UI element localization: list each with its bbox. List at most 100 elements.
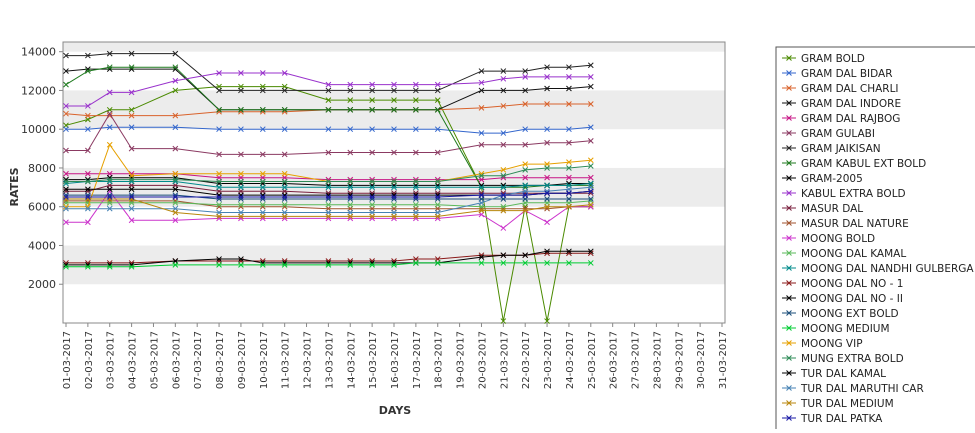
data-point	[216, 194, 222, 200]
data-point	[413, 97, 419, 103]
data-point	[85, 126, 91, 133]
x-axis: 01-03-2017 02-03-2017 03-03-2017 04-03-2017…	[62, 323, 729, 389]
y-tick-label: 12000	[21, 84, 56, 97]
data-point	[500, 318, 507, 324]
data-point	[238, 70, 244, 76]
data-point	[281, 201, 288, 208]
series-kabul-extra-bold	[63, 70, 594, 109]
data-point	[85, 219, 91, 226]
series-gram-jaikisan	[63, 50, 594, 94]
data-point	[478, 130, 485, 136]
x-tick-label: 14-03-2017	[346, 331, 357, 389]
legend-swatch-marker	[786, 205, 792, 211]
data-point	[259, 170, 266, 177]
data-point	[566, 126, 572, 133]
data-point	[128, 176, 135, 183]
data-point	[259, 213, 266, 220]
data-point	[587, 196, 594, 202]
data-point	[544, 64, 550, 71]
legend-item: GRAM DAL INDORE	[782, 98, 901, 110]
legend-item: GRAM DAL BIDAR	[782, 68, 893, 80]
data-point	[85, 170, 91, 177]
data-point	[544, 190, 550, 197]
legend-swatch-marker	[786, 55, 792, 61]
legend-label: GRAM BOLD	[801, 53, 865, 65]
data-point	[259, 262, 266, 268]
data-point	[500, 252, 507, 259]
data-point	[587, 74, 594, 80]
data-point	[172, 176, 179, 183]
data-point	[566, 190, 572, 197]
legend-item: MUNG EXTRA BOLD	[782, 353, 904, 365]
x-tick-label: 06-03-2017	[171, 331, 182, 389]
x-tick-label: 03-03-2017	[106, 331, 117, 389]
data-point	[325, 262, 332, 268]
data-point	[128, 89, 135, 96]
data-point	[172, 209, 179, 216]
data-point	[259, 194, 266, 200]
data-point	[325, 184, 332, 191]
y-tick-label: 6000	[28, 201, 56, 214]
data-point	[216, 126, 222, 133]
data-point	[259, 178, 266, 185]
x-tick-label: 10-03-2017	[259, 331, 270, 389]
data-point	[216, 178, 222, 185]
data-point	[281, 262, 288, 268]
data-point	[85, 103, 91, 109]
legend-item: MOONG BOLD	[782, 233, 875, 245]
series-mung-extra-bold	[63, 163, 594, 185]
data-point	[281, 170, 288, 177]
data-point	[369, 194, 375, 200]
data-point	[172, 262, 179, 268]
legend-item: GRAM DAL CHARLI	[782, 83, 899, 95]
data-point	[85, 112, 91, 119]
legend-item: MASUR DAL NATURE	[782, 218, 909, 230]
x-tick-label: 12-03-2017	[303, 331, 314, 389]
data-point	[434, 149, 441, 156]
data-point	[106, 141, 113, 148]
data-point	[478, 192, 485, 198]
data-point	[85, 263, 91, 270]
data-point	[172, 199, 179, 206]
data-point	[587, 163, 594, 169]
data-point	[347, 126, 354, 133]
data-point	[128, 263, 135, 270]
data-point	[238, 262, 244, 268]
data-point	[216, 262, 222, 268]
data-point	[566, 159, 572, 166]
y-tick-label: 8000	[28, 162, 56, 175]
x-tick-label: 11-03-2017	[281, 331, 292, 389]
data-point	[128, 217, 135, 224]
legend-item: TUR DAL KAMAL	[782, 368, 886, 380]
series-moong-medium	[63, 260, 594, 270]
data-point	[369, 87, 375, 94]
y-tick-label: 10000	[21, 123, 56, 136]
data-point	[128, 124, 135, 131]
data-point	[259, 106, 266, 113]
data-point	[259, 184, 266, 191]
data-point	[522, 68, 529, 74]
legend-label: TUR DAL MARUTHI CAR	[800, 383, 924, 395]
data-point	[478, 254, 485, 260]
data-point	[500, 225, 507, 231]
legend-label: MUNG EXTRA BOLD	[801, 353, 904, 365]
legend-swatch-marker	[786, 265, 792, 271]
data-point	[544, 74, 550, 80]
data-point	[347, 262, 354, 268]
data-point	[544, 126, 550, 133]
data-point	[587, 188, 594, 195]
data-point	[281, 213, 288, 220]
data-point	[63, 186, 69, 193]
data-point	[522, 207, 529, 214]
data-point	[500, 260, 507, 266]
data-point	[566, 101, 572, 107]
data-point	[522, 192, 529, 198]
y-tick-label: 2000	[28, 278, 56, 291]
data-point	[325, 194, 332, 200]
legend-label: MOONG EXT BOLD	[801, 308, 899, 320]
data-point	[587, 174, 594, 181]
legend-label: MASUR DAL	[801, 203, 863, 215]
data-point	[413, 194, 419, 200]
data-point	[259, 126, 266, 133]
legend-label: TUR DAL MEDIUM	[800, 398, 894, 410]
